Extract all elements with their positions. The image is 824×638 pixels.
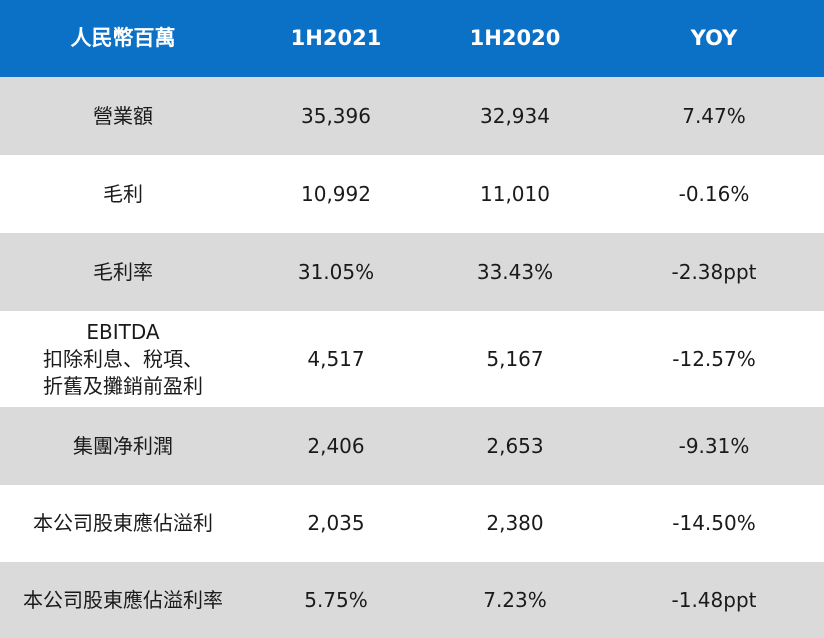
row-value-1h2021: 5.75% xyxy=(304,587,368,612)
header-cell-1h2020: 1H2020 xyxy=(469,26,561,51)
row-metric-label: 營業額 xyxy=(93,103,153,128)
row-metric-label-line: 折舊及攤銷前盈利 xyxy=(43,373,203,398)
row-value-1h2021: 2,406 xyxy=(307,433,365,458)
row-value-1h2020: 5,167 xyxy=(486,346,544,371)
header-cell-metric: 人民幣百萬 xyxy=(70,26,176,51)
row-metric-label: 毛利 xyxy=(103,181,143,206)
table-row: 集團净利潤 2,406 2,653 -9.31% xyxy=(0,407,824,485)
row-value-yoy: -9.31% xyxy=(678,433,750,458)
row-value-1h2020: 2,380 xyxy=(486,511,544,535)
table-row: 本公司股東應佔溢利 2,035 2,380 -14.50% xyxy=(0,485,824,562)
header-cell-yoy: YOY xyxy=(690,26,738,51)
table-row: 本公司股東應佔溢利率 5.75% 7.23% -1.48ppt xyxy=(0,562,824,638)
row-metric-label-line: EBITDA xyxy=(86,319,160,344)
row-value-yoy: -0.16% xyxy=(678,181,750,206)
table-row: 毛利率 31.05% 33.43% -2.38ppt xyxy=(0,233,824,311)
header-cell-1h2021: 1H2021 xyxy=(290,26,382,51)
row-metric-label: EBITDA 扣除利息、稅項、 折舊及攤銷前盈利 xyxy=(0,319,246,400)
row-metric-label: 本公司股東應佔溢利 xyxy=(33,511,213,535)
row-value-1h2021: 31.05% xyxy=(297,259,375,284)
row-value-yoy: -2.38ppt xyxy=(671,259,757,284)
row-value-yoy: -12.57% xyxy=(672,346,756,371)
row-value-1h2021: 4,517 xyxy=(307,346,365,371)
table-row: 毛利 10,992 11,010 -0.16% xyxy=(0,155,824,233)
row-metric-label: 集團净利潤 xyxy=(73,433,173,458)
row-value-1h2020: 11,010 xyxy=(480,181,550,206)
row-value-1h2021: 10,992 xyxy=(301,181,371,206)
row-value-1h2020: 2,653 xyxy=(486,433,544,458)
row-value-yoy: -14.50% xyxy=(672,511,756,535)
row-value-1h2021: 35,396 xyxy=(301,103,371,128)
table-header-row: 人民幣百萬 1H2021 1H2020 YOY xyxy=(0,0,824,77)
row-value-1h2021: 2,035 xyxy=(307,511,365,535)
table-row: 營業額 35,396 32,934 7.47% xyxy=(0,77,824,155)
row-value-1h2020: 7.23% xyxy=(483,587,547,612)
row-metric-label: 本公司股東應佔溢利率 xyxy=(23,587,223,612)
row-value-yoy: 7.47% xyxy=(682,103,746,128)
table-row: EBITDA 扣除利息、稅項、 折舊及攤銷前盈利 4,517 5,167 -12… xyxy=(0,311,824,407)
row-value-1h2020: 32,934 xyxy=(480,103,550,128)
row-metric-label: 毛利率 xyxy=(93,259,153,284)
row-value-1h2020: 33.43% xyxy=(476,259,554,284)
row-value-yoy: -1.48ppt xyxy=(671,587,757,612)
row-metric-label-line: 扣除利息、稅項、 xyxy=(43,346,203,371)
